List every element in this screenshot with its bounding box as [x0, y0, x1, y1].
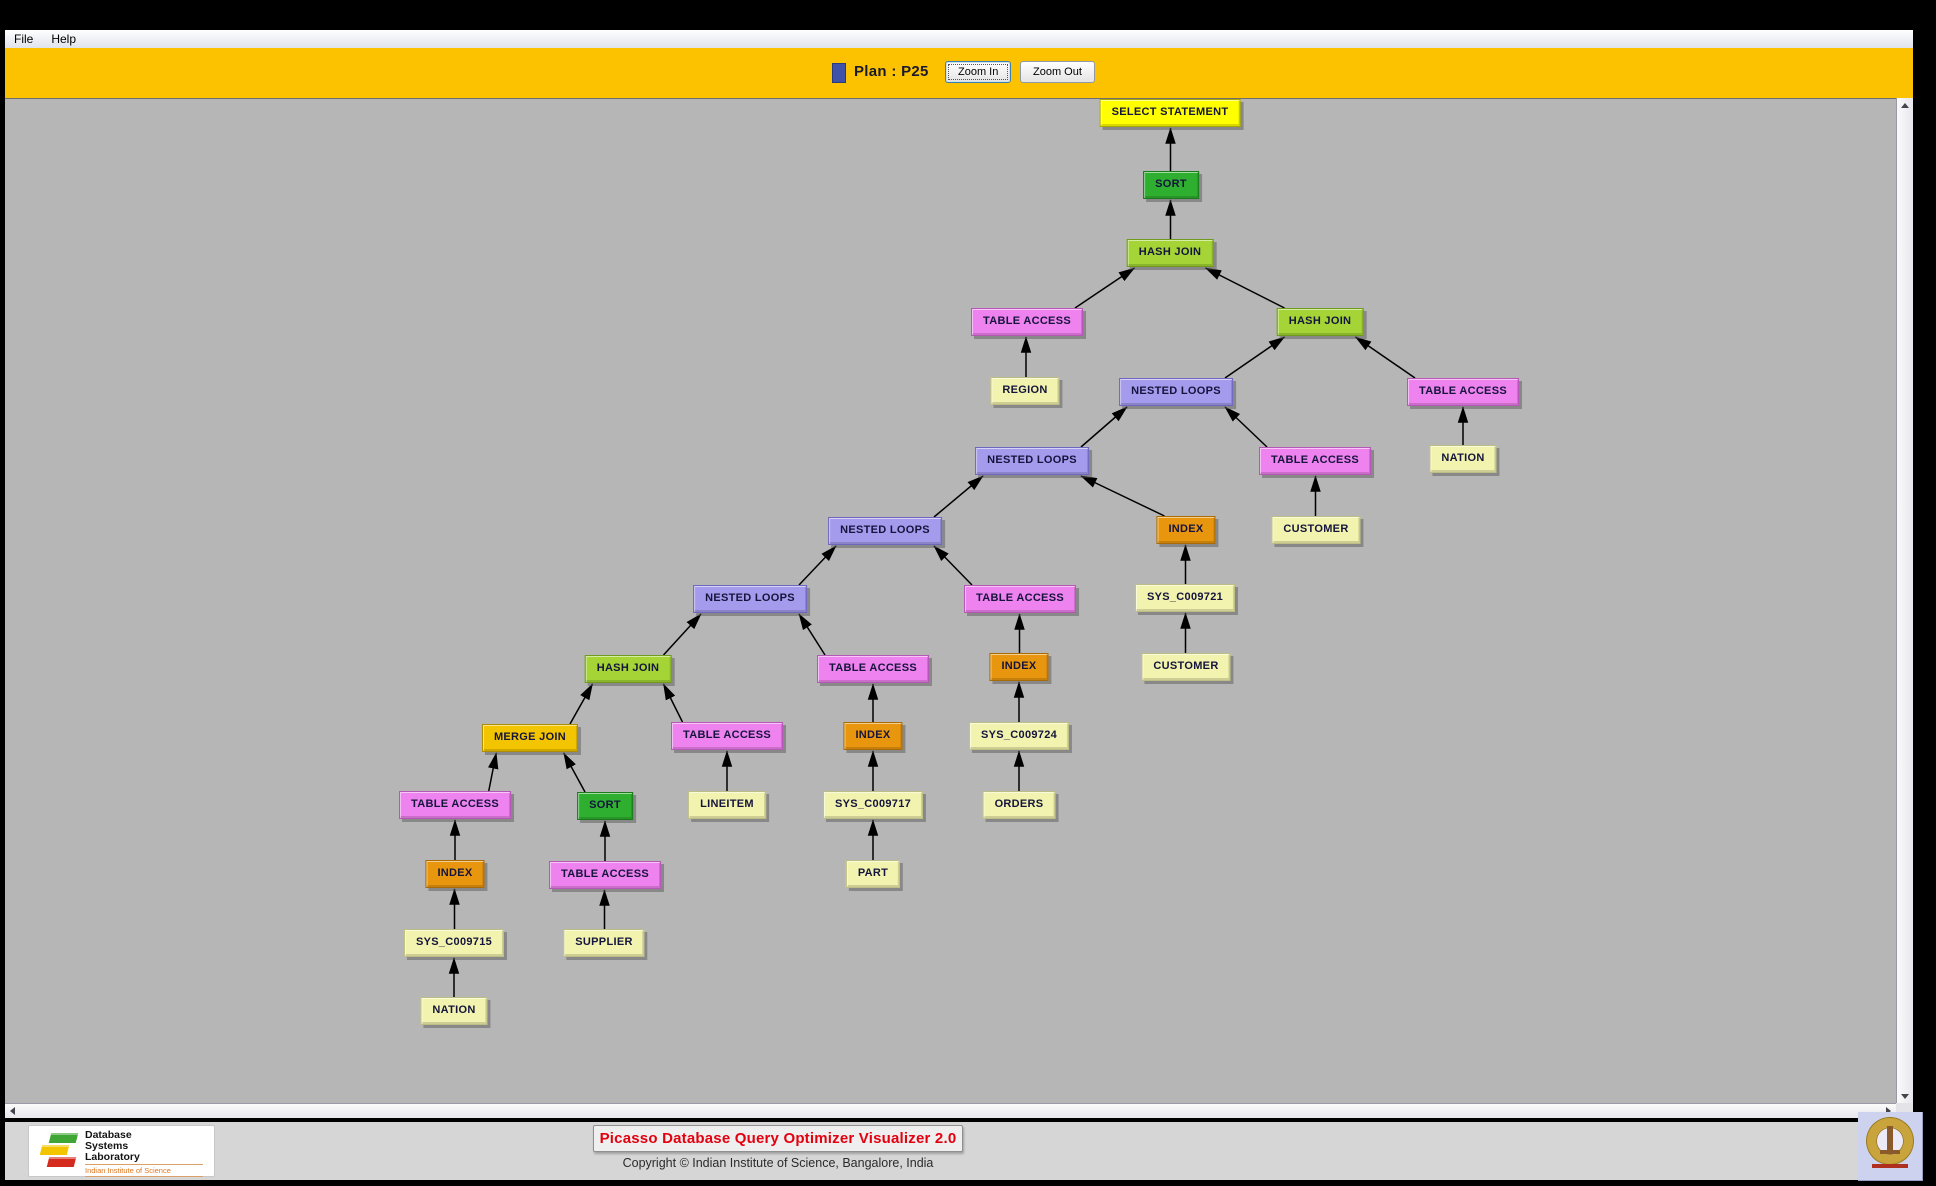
- footer-bar: Database Systems Laboratory Indian Insti…: [5, 1112, 1923, 1181]
- plan-node-orders[interactable]: ORDERS: [982, 791, 1056, 819]
- seal-base: [1880, 1150, 1900, 1154]
- iisc-seal-icon: [1858, 1112, 1923, 1181]
- plan-node-nl1[interactable]: NESTED LOOPS: [1119, 378, 1233, 406]
- plan-node-sort1[interactable]: SORT: [1143, 171, 1199, 199]
- dsl-logo: Database Systems Laboratory Indian Insti…: [28, 1125, 215, 1177]
- plan-node-ta_ord[interactable]: TABLE ACCESS: [964, 585, 1076, 613]
- dsl-brick-green: [48, 1133, 79, 1143]
- seal-banner: [1872, 1164, 1908, 1168]
- plan-node-hj3[interactable]: HASH JOIN: [584, 655, 672, 683]
- plan-node-sysc21[interactable]: SYS_C009721: [1134, 584, 1236, 612]
- plan-node-region[interactable]: REGION: [990, 377, 1060, 405]
- plan-node-select[interactable]: SELECT STATEMENT: [1099, 99, 1241, 127]
- menu-help[interactable]: Help: [51, 32, 77, 46]
- plan-node-nl4[interactable]: NESTED LOOPS: [693, 585, 807, 613]
- plan-node-cust2[interactable]: CUSTOMER: [1141, 653, 1231, 681]
- plan-node-mj[interactable]: MERGE JOIN: [481, 724, 579, 752]
- copyright-text: Copyright © Indian Institute of Science,…: [622, 1156, 934, 1170]
- plan-label: Plan : P25: [854, 63, 929, 80]
- dsl-line2: Systems: [85, 1140, 129, 1152]
- dsl-brick-red: [46, 1157, 77, 1167]
- plan-node-ta_li[interactable]: TABLE ACCESS: [671, 722, 783, 750]
- vertical-scrollbar[interactable]: [1896, 98, 1913, 1103]
- plan-node-hj1[interactable]: HASH JOIN: [1126, 239, 1214, 267]
- scroll-left-icon[interactable]: [10, 1107, 15, 1115]
- scroll-down-icon[interactable]: [1901, 1094, 1909, 1099]
- plan-node-sysc17[interactable]: SYS_C009717: [822, 791, 924, 819]
- dsl-logo-text: Database Systems Laboratory: [85, 1130, 140, 1163]
- plan-node-supplier[interactable]: SUPPLIER: [563, 929, 645, 957]
- seal-tower: [1887, 1126, 1893, 1152]
- menu-bar: File Help: [5, 30, 1913, 49]
- dsl-subtitle: Indian Institute of Science: [85, 1164, 203, 1177]
- plan-node-sysc15[interactable]: SYS_C009715: [403, 929, 505, 957]
- dsl-line3: Laboratory: [85, 1151, 140, 1163]
- plan-canvas[interactable]: [5, 98, 1896, 1103]
- plan-node-ta_nat1[interactable]: TABLE ACCESS: [399, 791, 511, 819]
- plan-node-nation1[interactable]: NATION: [420, 997, 488, 1025]
- zoom-in-button[interactable]: Zoom In: [945, 61, 1012, 83]
- plan-node-nl3[interactable]: NESTED LOOPS: [828, 517, 942, 545]
- plan-node-part[interactable]: PART: [845, 860, 901, 888]
- plan-node-idx_c15[interactable]: INDEX: [425, 860, 485, 888]
- dsl-line1: Database: [85, 1129, 132, 1141]
- plan-node-ta_nation2[interactable]: TABLE ACCESS: [1407, 378, 1519, 406]
- plan-node-ta_cust1[interactable]: TABLE ACCESS: [1259, 447, 1371, 475]
- plan-node-lineitem[interactable]: LINEITEM: [688, 791, 766, 819]
- plan-node-cust1[interactable]: CUSTOMER: [1271, 516, 1361, 544]
- scroll-right-icon[interactable]: [1886, 1107, 1891, 1115]
- plan-node-hj2[interactable]: HASH JOIN: [1276, 308, 1364, 336]
- dsl-brick-yellow: [39, 1145, 70, 1155]
- plan-node-nl2[interactable]: NESTED LOOPS: [975, 447, 1089, 475]
- plan-node-idx_c21[interactable]: INDEX: [1156, 516, 1216, 544]
- plan-node-ta_part[interactable]: TABLE ACCESS: [817, 655, 929, 683]
- dsl-logo-icon: [39, 1132, 79, 1170]
- plan-node-idx_c24[interactable]: INDEX: [989, 653, 1049, 681]
- plan-color-swatch-icon: [832, 63, 846, 83]
- app-title: Picasso Database Query Optimizer Visuali…: [593, 1125, 963, 1152]
- plan-node-sysc24[interactable]: SYS_C009724: [968, 722, 1070, 750]
- plan-node-ta_sup[interactable]: TABLE ACCESS: [549, 861, 661, 889]
- menu-file[interactable]: File: [14, 32, 34, 46]
- plan-node-idx_c17[interactable]: INDEX: [843, 722, 903, 750]
- plan-toolbar: Plan : P25 Zoom In Zoom Out: [5, 48, 1913, 98]
- plan-node-sort2[interactable]: SORT: [577, 792, 633, 820]
- plan-node-ta_region[interactable]: TABLE ACCESS: [971, 308, 1083, 336]
- seal-ring: [1867, 1118, 1913, 1164]
- plan-node-nation2[interactable]: NATION: [1429, 445, 1497, 473]
- horizontal-scrollbar[interactable]: [5, 1103, 1896, 1118]
- zoom-out-button[interactable]: Zoom Out: [1020, 61, 1095, 83]
- scroll-up-icon[interactable]: [1901, 103, 1909, 108]
